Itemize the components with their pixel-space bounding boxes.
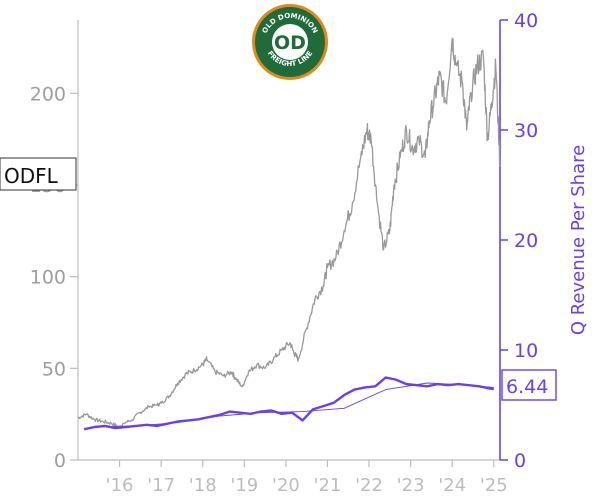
right-tick-label: 10 — [514, 340, 538, 362]
x-tick-label: '23 — [397, 475, 425, 496]
revenue-per-share-line — [83, 376, 494, 431]
left-tick-label: 50 — [42, 358, 66, 380]
left-tick-label: 0 — [54, 450, 66, 472]
series-layer — [77, 37, 501, 431]
revenue-trend-line — [94, 382, 494, 428]
last-value-box — [501, 369, 557, 401]
price-line — [77, 37, 501, 429]
left-axis-ticks: 050100150200 — [30, 83, 78, 472]
x-tick-label: '19 — [230, 475, 258, 496]
right-axis-label: Q Revenue Per Share — [568, 145, 589, 335]
right-tick-label: 20 — [514, 230, 538, 252]
x-tick-label: '16 — [106, 475, 134, 496]
right-tick-label: 40 — [514, 10, 538, 32]
ticker-box — [0, 157, 77, 191]
x-tick-label: '17 — [147, 475, 175, 496]
last-value-label: 6.44 — [506, 376, 548, 398]
logo-monogram: OD — [274, 32, 306, 54]
x-tick-label: '22 — [355, 475, 383, 496]
x-tick-label: '21 — [314, 475, 342, 496]
x-tick-label: '20 — [272, 475, 300, 496]
right-tick-label: 0 — [514, 450, 526, 472]
right-axis-ticks: 0 10 20 30 40 — [500, 10, 538, 472]
x-tick-label: '25 — [480, 475, 508, 496]
x-tick-label: '18 — [189, 475, 217, 496]
left-tick-label: 200 — [30, 83, 66, 105]
x-axis-ticks: '16 '17 '18 '19 '20 '21 '22 '23 '24 '25 — [106, 460, 508, 496]
left-tick-label: 100 — [30, 267, 66, 289]
ticker-label: ODFL — [4, 164, 59, 188]
company-logo: OLD DOMINION FREIGHT LINE OD — [252, 4, 328, 80]
right-tick-label: 30 — [514, 120, 538, 142]
x-tick-label: '24 — [438, 475, 466, 496]
